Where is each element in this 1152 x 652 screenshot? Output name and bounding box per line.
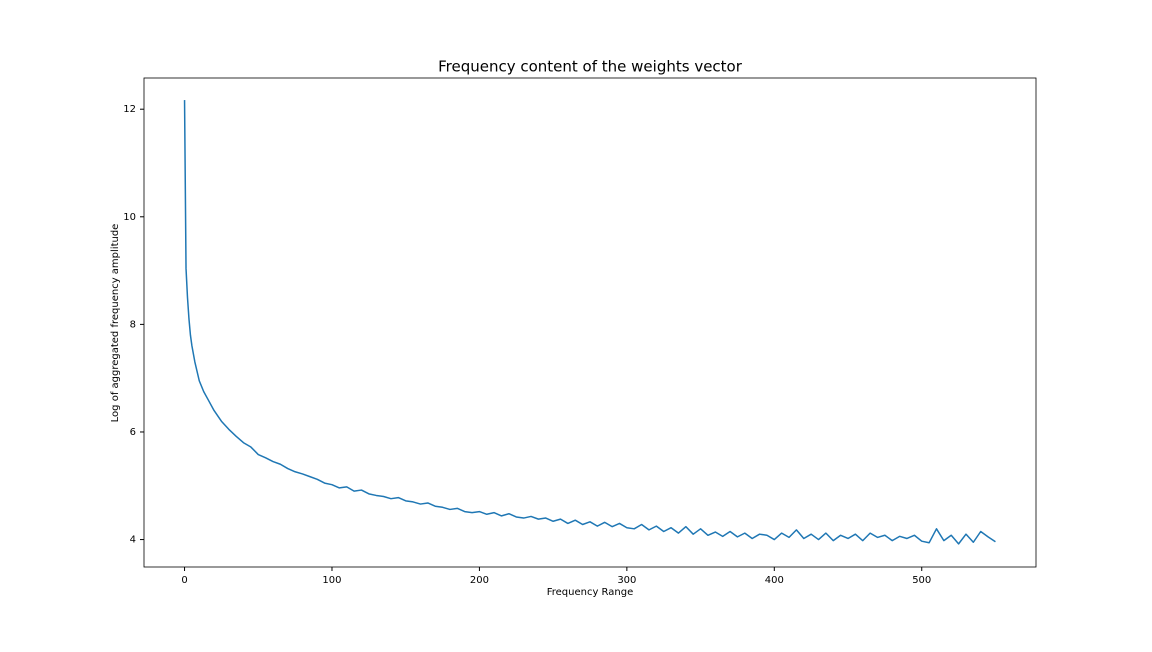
y-tick-label: 10	[123, 212, 136, 223]
data-line	[183, 100, 996, 545]
x-tick-label: 0	[181, 575, 187, 586]
x-tick-label: 200	[470, 575, 489, 586]
y-tick-label: 12	[123, 104, 136, 115]
x-tick-label: 300	[617, 575, 636, 586]
x-tick-label: 500	[912, 575, 931, 586]
x-tick-label: 400	[765, 575, 784, 586]
plot-frame	[143, 77, 1037, 568]
y-axis-label: Log of aggregated frequency amplitude	[110, 224, 121, 423]
x-axis-label: Frequency Range	[547, 587, 634, 598]
y-tick-label: 8	[130, 319, 136, 330]
y-tick-label: 6	[130, 427, 136, 438]
chart-title: Frequency content of the weights vector	[438, 58, 743, 76]
y-tick-label: 4	[130, 535, 136, 546]
x-tick-label: 100	[322, 575, 341, 586]
